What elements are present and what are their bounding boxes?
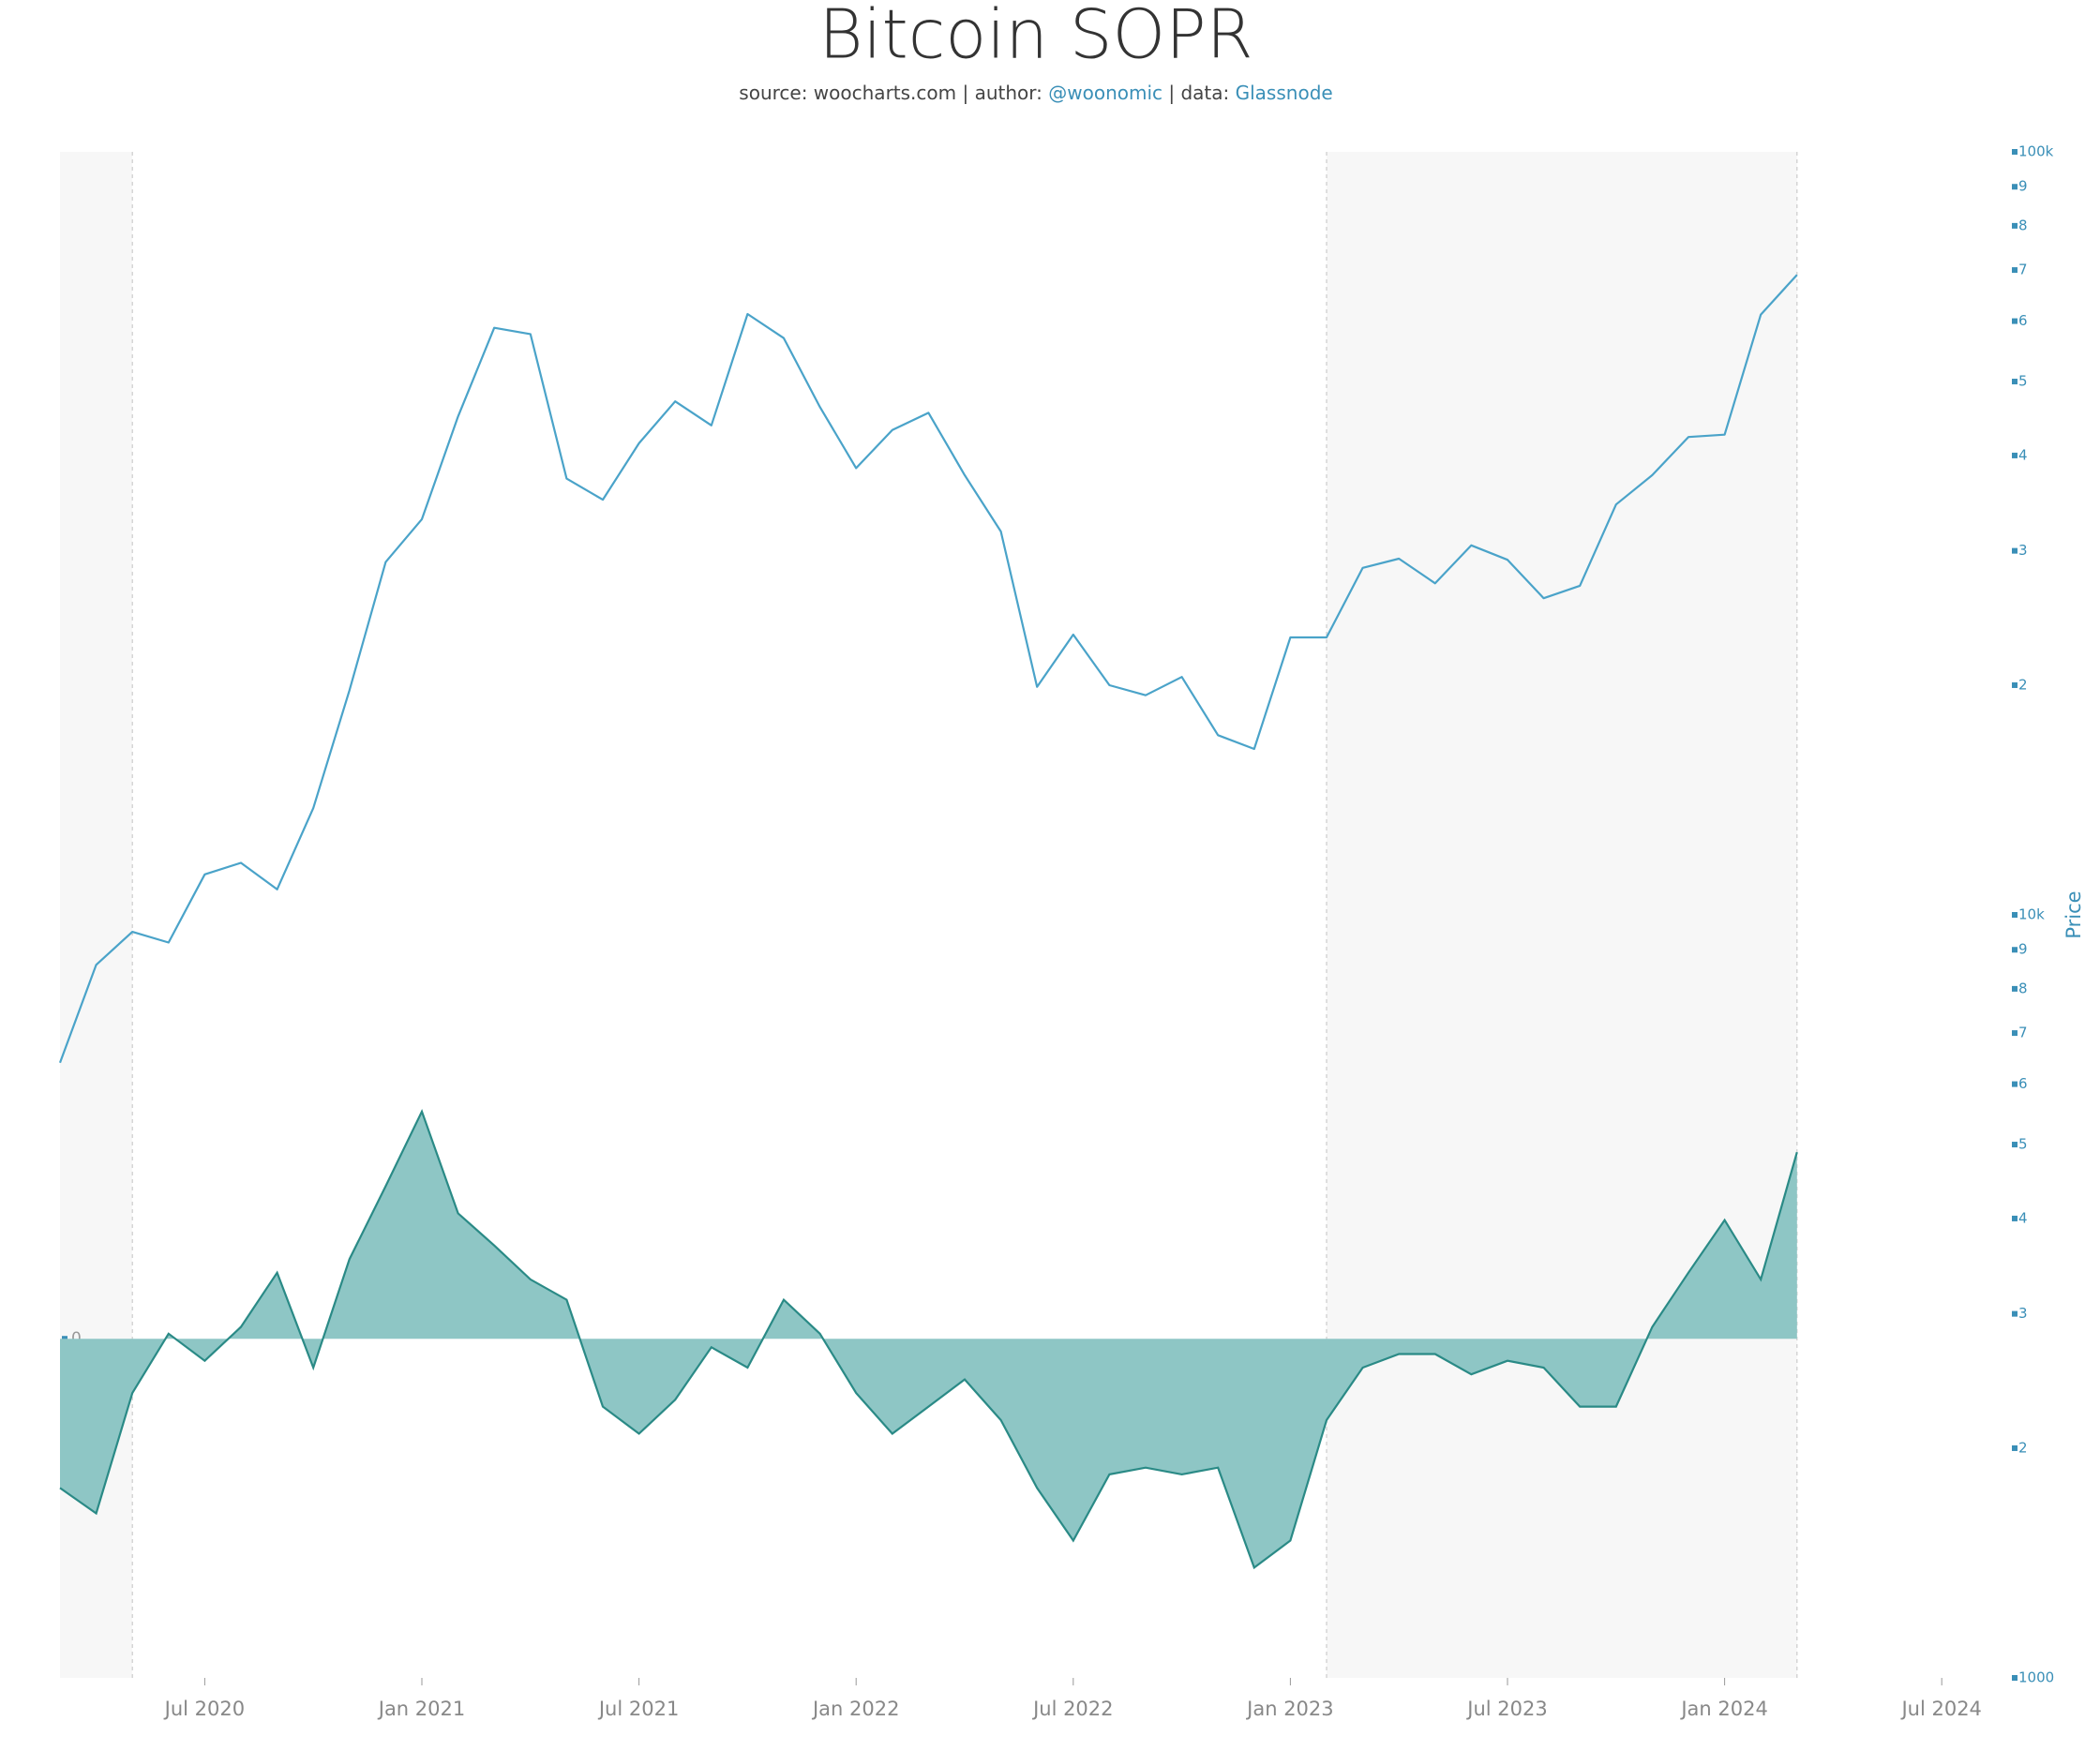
x-tick-label: Jul 2021 xyxy=(597,1698,679,1720)
y2-tick-label: 6 xyxy=(2018,1075,2028,1092)
y2-tick xyxy=(2012,547,2018,554)
x-tick-label: Jan 2021 xyxy=(377,1698,466,1720)
y2-tick-label: 4 xyxy=(2018,446,2028,463)
sopr-area xyxy=(60,1111,1797,1568)
sopr-line xyxy=(59,1108,1798,1570)
y2-axis-title: Price xyxy=(2062,890,2085,938)
y2-tick-label: 2 xyxy=(2018,676,2028,693)
x-tick-label: Jul 2023 xyxy=(1465,1698,1547,1720)
x-tick-label: Jul 2022 xyxy=(1031,1698,1113,1720)
y2-tick xyxy=(2012,947,2018,953)
y2-tick xyxy=(2012,379,2018,385)
y2-tick xyxy=(2012,1142,2018,1148)
y2-tick-label: 7 xyxy=(2018,1025,2028,1041)
y2-tick xyxy=(2012,1081,2018,1087)
chart-subtitle: source: woocharts.com | author: @woonomi… xyxy=(739,82,1332,104)
y2-tick xyxy=(2012,912,2018,918)
y2-tick xyxy=(2012,681,2018,688)
y2-tick-label: 3 xyxy=(2018,1305,2028,1322)
y2-tick-label: 10k xyxy=(2018,906,2045,923)
x-tick-label: Jan 2024 xyxy=(1679,1698,1768,1720)
y2-tick-label: 8 xyxy=(2018,217,2028,233)
x-tick-label: Jan 2022 xyxy=(811,1698,900,1720)
subtitle-part: @woonomic xyxy=(1048,82,1162,104)
price-line xyxy=(58,274,1798,1064)
y2-tick xyxy=(2012,985,2018,992)
y2-tick xyxy=(2012,149,2018,155)
y2-tick xyxy=(2012,1675,2018,1681)
y2-tick-label: 100k xyxy=(2018,143,2054,160)
y2-tick-label: 5 xyxy=(2018,373,2028,390)
y2-tick-label: 8 xyxy=(2018,980,2028,996)
subtitle-part: | data: xyxy=(1162,82,1236,104)
subtitle-part: source: woocharts.com | author: xyxy=(739,82,1048,104)
y2-tick-label: 4 xyxy=(2018,1209,2028,1226)
y2-tick-label: 5 xyxy=(2018,1136,2028,1153)
y2-tick xyxy=(2012,452,2018,458)
y2-tick-label: 7 xyxy=(2018,262,2028,278)
y2-tick-label: 2 xyxy=(2018,1439,2028,1456)
y2-tick xyxy=(2012,267,2018,274)
x-tick-label: Jul 2020 xyxy=(163,1698,245,1720)
y2-tick xyxy=(2012,1215,2018,1221)
y2-tick xyxy=(2012,1310,2018,1317)
chart-title: Bitcoin SOPR xyxy=(818,0,1252,74)
y2-tick-label: 3 xyxy=(2018,542,2028,559)
y2-tick-label: 1000 xyxy=(2018,1669,2054,1686)
subtitle-part: Glassnode xyxy=(1236,82,1333,104)
y2-tick-label: 9 xyxy=(2018,941,2028,958)
x-tick-label: Jul 2024 xyxy=(1899,1698,1981,1720)
y2-tick-label: 6 xyxy=(2018,312,2028,329)
y2-tick xyxy=(2012,318,2018,324)
y2-tick-label: 9 xyxy=(2018,178,2028,195)
y2-tick xyxy=(2012,222,2018,229)
y2-tick xyxy=(2012,1444,2018,1451)
x-tick-label: Jan 2023 xyxy=(1245,1698,1334,1720)
shaded-range xyxy=(1327,152,1797,1678)
y2-tick xyxy=(2012,1030,2018,1037)
y2-tick xyxy=(2012,184,2018,190)
